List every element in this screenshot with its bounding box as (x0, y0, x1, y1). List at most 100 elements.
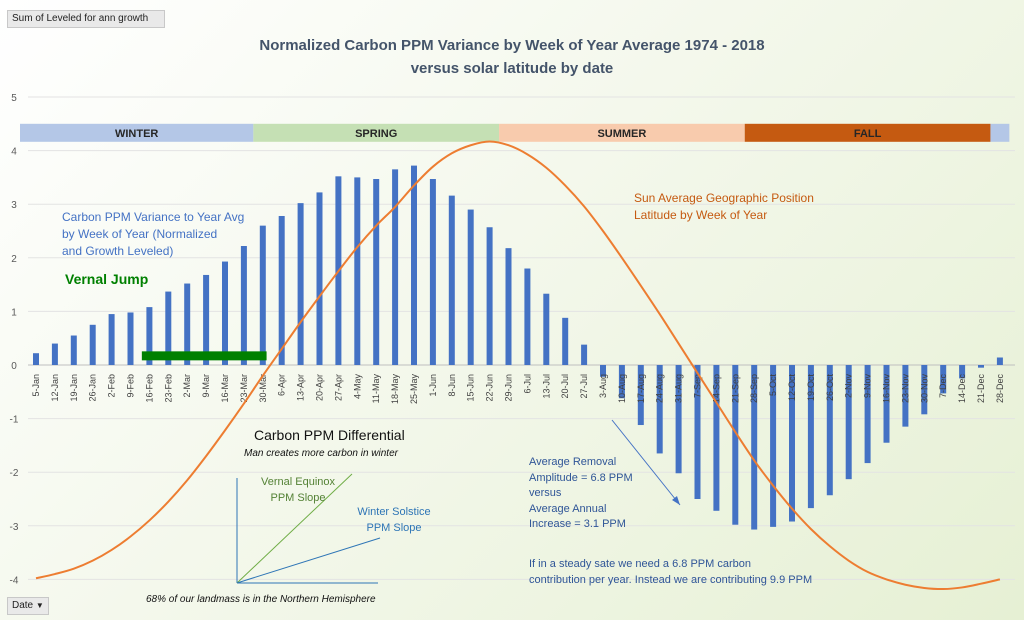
season-band (499, 123, 745, 142)
x-tick-label: 2-Feb (107, 374, 117, 398)
data-bar (278, 215, 285, 365)
season-label: SPRING (355, 128, 397, 140)
season-label: WINTER (115, 128, 158, 140)
removal-text: Average Removal Amplitude = 6.8 PPM vers… (529, 456, 633, 530)
steady-state-text: If in a steady sate we need a 6.8 PPM ca… (529, 558, 813, 586)
x-tick-label: 19-Oct (806, 374, 816, 402)
data-bar (524, 268, 531, 365)
x-tick-label: 26-Oct (825, 374, 835, 402)
x-tick-label: 26-Jan (88, 374, 98, 402)
landmass-note: 68% of our landmass is in the Northern H… (146, 594, 376, 605)
removal-arrow-head (672, 496, 680, 505)
y-tick-label: -1 (10, 415, 19, 426)
y-tick-label: 4 (11, 147, 17, 158)
x-tick-label: 14-Sep (711, 374, 721, 403)
pivot-value-field-button[interactable]: Sum of Leveled for ann growth (7, 10, 165, 28)
y-tick-label: -3 (10, 522, 19, 533)
x-tick-label: 27-Jul (579, 374, 589, 399)
y-tick-label: 1 (11, 307, 17, 318)
y-tick-label: 0 (11, 361, 17, 372)
x-tick-label: 22-Jun (485, 374, 495, 402)
data-bar (581, 344, 588, 365)
x-tick-label: 20-Jul (560, 374, 570, 399)
differential-title: Carbon PPM Differential (254, 427, 405, 443)
y-tick-label: 2 (11, 254, 17, 265)
data-bar (959, 365, 966, 379)
data-bar (411, 165, 417, 365)
x-tick-label: 11-May (371, 374, 381, 404)
season-band (744, 123, 991, 142)
y-tick-label: -2 (10, 468, 19, 479)
data-bar (751, 365, 758, 530)
x-tick-label: 2-Nov (844, 374, 854, 399)
data-bar (316, 192, 323, 365)
data-bar (562, 317, 569, 365)
data-bar (89, 324, 96, 365)
data-bar (996, 357, 1003, 365)
data-bar (165, 291, 172, 365)
data-bar (127, 312, 134, 365)
differential-subtitle: Man creates more carbon in winter (244, 448, 398, 459)
data-bar (33, 353, 39, 365)
data-bar (467, 209, 474, 365)
data-bar (297, 203, 304, 365)
data-bar (637, 365, 644, 426)
x-tick-label: 25-May (409, 374, 419, 405)
data-bar (883, 365, 890, 443)
data-bar (978, 365, 984, 368)
x-tick-label: 16-Feb (144, 374, 154, 403)
x-tick-label: 9-Nov (863, 374, 873, 399)
data-bar (108, 314, 115, 365)
x-tick-label: 6-Apr (277, 374, 287, 396)
x-tick-label: 27-Apr (333, 374, 343, 401)
data-bar (921, 365, 928, 415)
data-bar (845, 365, 852, 480)
x-tick-label: 23-Mar (239, 374, 249, 403)
date-field-label: Date (12, 600, 34, 611)
x-tick-label: 5-Oct (768, 374, 778, 397)
data-bar (373, 179, 380, 365)
data-bar (486, 227, 493, 365)
x-tick-label: 30-Nov (919, 374, 929, 404)
x-tick-label: 9-Mar (201, 374, 211, 398)
vernal-slope-line (236, 473, 353, 584)
y-tick-label: -4 (10, 575, 19, 586)
sun-latitude-line (35, 140, 1001, 591)
data-bar (902, 365, 909, 427)
vernal-jump-label: Vernal Jump (65, 271, 149, 287)
vernal-jump-bar (141, 351, 267, 361)
season-band (990, 123, 1010, 142)
x-tick-label: 3-Aug (598, 374, 608, 398)
season-band (253, 123, 500, 142)
x-tick-label: 20-Apr (315, 374, 325, 401)
x-tick-label: 16-Nov (882, 374, 892, 404)
data-bar (448, 195, 455, 365)
x-tick-label: 19-Jan (69, 374, 79, 402)
data-bar (807, 365, 814, 509)
season-label: SUMMER (597, 128, 646, 140)
y-tick-label: 5 (11, 93, 17, 104)
data-bar (789, 365, 795, 522)
x-tick-label: 17-Aug (636, 374, 646, 403)
date-field-button[interactable]: Date ▼ (7, 597, 49, 615)
season-label: FALL (854, 128, 882, 140)
data-bar (770, 365, 777, 527)
x-tick-label: 13-Jul (541, 374, 551, 399)
carbon-variance-label: Carbon PPM Variance to Year Avg by Week … (62, 210, 245, 258)
x-tick-label: 6-Jul (522, 374, 532, 394)
data-bar (713, 365, 720, 511)
data-bar (732, 365, 739, 525)
x-tick-label: 21-Dec (976, 374, 986, 404)
x-tick-label: 23-Feb (163, 374, 173, 403)
chevron-down-icon[interactable]: ▼ (35, 601, 44, 610)
data-bar (146, 307, 153, 365)
x-tick-label: 12-Oct (787, 374, 797, 402)
x-tick-label: 9-Feb (126, 374, 136, 398)
y-tick-label: 3 (11, 200, 17, 211)
x-tick-label: 7-Dec (938, 374, 948, 399)
chart-title: Normalized Carbon PPM Variance by Week o… (259, 37, 765, 54)
x-tick-label: 28-Dec (995, 374, 1005, 404)
x-tick-label: 30-Mar (258, 374, 268, 403)
x-tick-label: 5-Jan (31, 374, 41, 397)
